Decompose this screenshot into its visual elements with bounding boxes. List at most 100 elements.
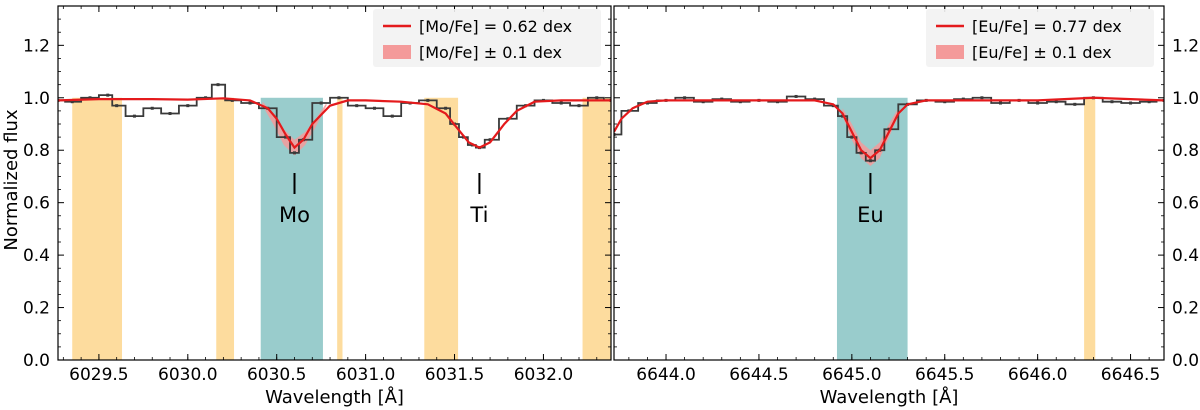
- observed-point: [216, 83, 220, 87]
- plot-area: [58, 83, 611, 360]
- y-tick-label: 1.2: [1172, 36, 1199, 56]
- observed-point: [284, 135, 288, 139]
- observed-point: [859, 151, 863, 155]
- observed-point: [355, 104, 359, 108]
- observed-point: [115, 104, 119, 108]
- observed-point: [204, 96, 208, 100]
- y-tick-label: 0.6: [1172, 194, 1199, 214]
- line-region: [836, 97, 908, 360]
- legend-swatch-band: [383, 45, 411, 59]
- observed-point: [186, 104, 190, 108]
- x-tick-label: 6031.0: [336, 365, 395, 385]
- synthetic-spectrum: [614, 96, 1164, 160]
- observed-point: [248, 101, 252, 105]
- x-tick-label: 6645.0: [822, 365, 881, 385]
- masked-region: [1084, 97, 1096, 360]
- observed-point: [230, 98, 234, 102]
- x-axis-title: Wavelength [Å]: [265, 386, 404, 408]
- x-tick-label: 6644.5: [729, 365, 788, 385]
- line-marker-label: Mo: [279, 203, 310, 227]
- x-tick-label: 6645.5: [915, 365, 974, 385]
- masked-region: [72, 97, 123, 360]
- observed-point: [1110, 100, 1114, 104]
- observed-point: [776, 100, 780, 104]
- observed-point: [337, 96, 341, 100]
- x-tick-label: 6644.0: [636, 365, 695, 385]
- y-tick-label: 0.2: [23, 299, 50, 319]
- observed-point: [1129, 101, 1133, 105]
- observed-point: [319, 101, 323, 105]
- observed-point: [998, 101, 1002, 105]
- legend-label: [Eu/Fe] ± 0.1 dex: [972, 43, 1112, 62]
- observed-point: [1054, 100, 1058, 104]
- observed-point: [1147, 100, 1151, 104]
- legend-label: [Mo/Fe] ± 0.1 dex: [419, 43, 562, 62]
- observed-point: [1073, 102, 1077, 106]
- observed-point: [794, 94, 798, 98]
- line-marker-label: Eu: [857, 203, 884, 227]
- observed-point: [132, 114, 136, 118]
- observed-point: [1036, 101, 1040, 105]
- y-tick-label: 0.0: [1172, 351, 1199, 371]
- observed-point: [868, 159, 872, 163]
- observed-point: [292, 151, 296, 155]
- y-tick-label: 0.8: [23, 141, 50, 161]
- observed-point: [720, 97, 724, 101]
- observed-point: [150, 106, 154, 110]
- x-tick-label: 6029.5: [69, 365, 128, 385]
- panel-eu: 6644.0 6644.5 6645.0 6645.5 6646.0 6646.5 0.0 0…: [613, 5, 1199, 408]
- observed-point: [683, 96, 687, 100]
- legend-box: [926, 9, 1154, 67]
- y-tick-label: 0.0: [23, 351, 50, 371]
- observed-point: [168, 112, 172, 116]
- y-tick-label: 0.2: [1172, 299, 1199, 319]
- masked-region: [582, 97, 611, 360]
- y-tick-label: 0.4: [23, 246, 50, 266]
- observed-point: [614, 132, 616, 136]
- observed-spectrum: [58, 83, 611, 154]
- y-tick-label: 1.0: [1172, 89, 1199, 109]
- observed-point: [390, 114, 394, 118]
- y-axis-title: Normalized flux: [1, 109, 22, 251]
- observed-point: [961, 97, 965, 101]
- x-tick-label: 6031.5: [425, 365, 484, 385]
- x-tick-label: 6030.5: [247, 365, 306, 385]
- observed-point: [595, 96, 599, 100]
- y-tick-label: 1.2: [23, 36, 50, 56]
- y-tick-label: 1.0: [23, 89, 50, 109]
- observed-point: [943, 100, 947, 104]
- x-tick-label: 6030.0: [158, 365, 217, 385]
- legend-label: [Mo/Fe] = 0.62 dex: [419, 17, 572, 36]
- x-tick-label: 6646.0: [1008, 365, 1067, 385]
- observed-point: [444, 106, 448, 110]
- legend-label: [Eu/Fe] = 0.77 dex: [972, 17, 1122, 36]
- y-tick-label: 0.8: [1172, 141, 1199, 161]
- observed-point: [980, 96, 984, 100]
- observed-point: [701, 100, 705, 104]
- panel-mo-ti: 6029.5 6030.0 6030.5 6031.0 6031.5 6032.0 0.0 0…: [23, 5, 612, 408]
- observed-point: [850, 135, 854, 139]
- y-tick-label: 0.6: [23, 194, 50, 214]
- observed-point: [887, 127, 891, 131]
- observed-point: [106, 93, 110, 97]
- observed-point: [841, 114, 845, 118]
- observed-point: [488, 138, 492, 142]
- observed-point: [373, 106, 377, 110]
- observed-point: [70, 100, 74, 104]
- observed-point: [559, 101, 563, 105]
- y-tick-label: 0.4: [1172, 246, 1199, 266]
- observed-point: [88, 96, 92, 100]
- observed-point: [813, 97, 817, 101]
- observed-point: [426, 98, 430, 102]
- masked-region: [424, 97, 459, 360]
- masked-region: [216, 97, 235, 360]
- x-tick-label: 6032.0: [514, 365, 573, 385]
- legend-box: [373, 9, 601, 67]
- legend-swatch-band: [936, 45, 964, 59]
- line-marker-label: Ti: [469, 203, 488, 227]
- observed-point: [645, 101, 649, 105]
- observed-point: [577, 104, 581, 108]
- x-axis-title: Wavelength [Å]: [820, 386, 959, 408]
- axes-frame: [57, 5, 612, 361]
